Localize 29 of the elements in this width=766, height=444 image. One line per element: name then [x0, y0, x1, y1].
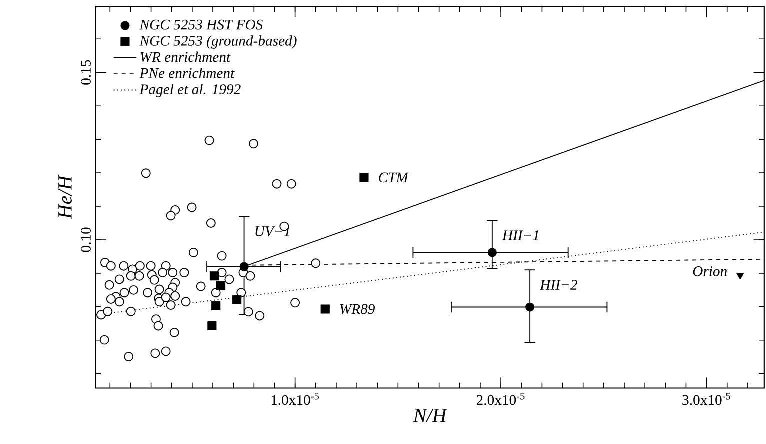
legend-label: NGC 5253 (ground-based) — [140, 36, 297, 49]
legend-label: WR enrichment — [140, 52, 231, 62]
x-tick-label: 3.0x10$^{-5}$ — [682, 392, 730, 406]
annotation: HII−2 — [540, 280, 578, 290]
annotation: Orion — [693, 266, 727, 276]
point — [736, 273, 744, 280]
annotation: WR89 — [340, 304, 375, 314]
x-tick-label: 1.0x10$^{-5}$ — [272, 392, 320, 406]
legend-label: NGC 5253 HST FOS — [140, 20, 263, 30]
legend-label: PNe enrichment — [140, 68, 235, 78]
annotation: CTM — [379, 172, 410, 183]
annotation: UV−1 — [256, 226, 290, 237]
point — [320, 304, 330, 314]
annotation: HII−1 — [502, 230, 538, 240]
point — [210, 272, 219, 281]
point — [488, 248, 497, 258]
point — [240, 262, 249, 272]
point — [360, 173, 369, 182]
y-axis-title: He/H — [58, 174, 72, 220]
point — [208, 321, 217, 331]
point — [216, 281, 226, 290]
y-tick-label: 0.10 — [81, 228, 92, 252]
y-tick-label: 0.15 — [81, 60, 92, 85]
legend-label: Pagel et al. 1992 — [140, 84, 241, 98]
x-tick-label: 2.0x10$^{-5}$ — [476, 392, 525, 406]
x-axis-title: N/H — [413, 409, 448, 422]
point — [526, 302, 535, 312]
point — [232, 295, 242, 304]
point — [212, 301, 221, 310]
